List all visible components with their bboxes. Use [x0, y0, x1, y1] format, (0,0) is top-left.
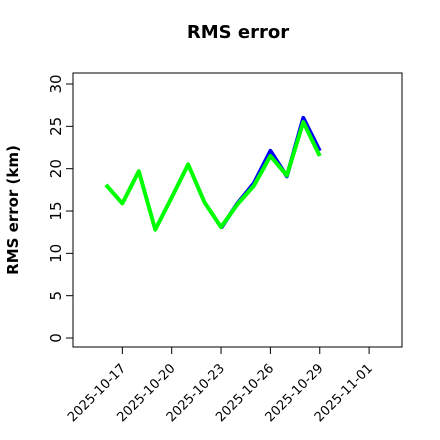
y-tick-label: 25: [47, 117, 65, 136]
y-tick-label: 15: [47, 201, 65, 220]
y-tick-label: 10: [47, 244, 65, 263]
y-axis-label: RMS error (km): [4, 145, 22, 275]
chart-title: RMS error: [187, 22, 289, 43]
series-line: [219, 115, 322, 230]
plot-box: [72, 72, 403, 348]
y-tick-label: 0: [47, 333, 65, 343]
y-tick-label: 20: [47, 159, 65, 178]
y-tick-label: 30: [47, 74, 65, 93]
y-tick-label: 5: [47, 291, 65, 301]
series-line: [104, 120, 322, 232]
